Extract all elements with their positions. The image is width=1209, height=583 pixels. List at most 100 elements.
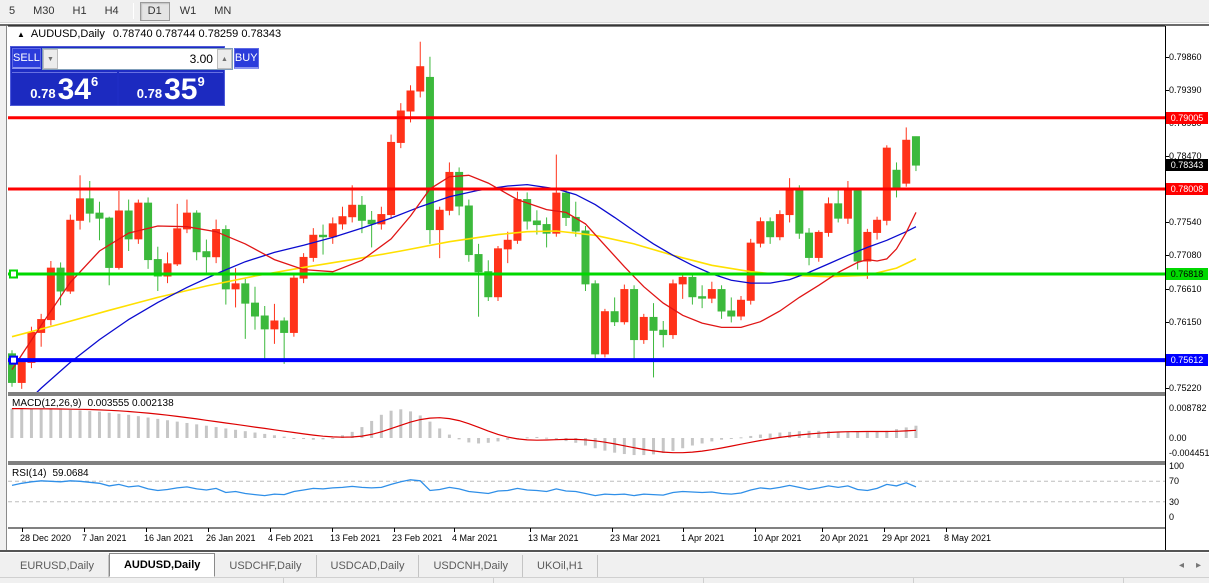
macd-histogram-bar bbox=[729, 438, 733, 439]
sell-button[interactable]: SELL bbox=[12, 48, 41, 69]
date-tick-label: 23 Feb 2021 bbox=[392, 533, 443, 543]
timeframe-button-h1[interactable]: H1 bbox=[72, 5, 87, 17]
macd-histogram-bar bbox=[545, 437, 549, 439]
price-axis[interactable]: 0.798600.793900.789300.784700.775400.770… bbox=[1166, 26, 1209, 550]
macd-histogram-bar bbox=[10, 408, 14, 438]
candle bbox=[17, 361, 26, 383]
candle bbox=[289, 277, 298, 333]
candle bbox=[542, 224, 551, 234]
date-tick-mark bbox=[755, 528, 756, 532]
chart-window-bottom-border bbox=[0, 550, 1209, 552]
macd-histogram-bar bbox=[720, 438, 724, 440]
timeframe-button-w1[interactable]: W1 bbox=[179, 5, 197, 17]
macd-histogram-bar bbox=[661, 438, 665, 454]
buy-button[interactable]: BUY bbox=[233, 48, 259, 69]
rsi-axis-label: 100 bbox=[1169, 461, 1185, 471]
date-tick-mark bbox=[332, 528, 333, 532]
price-tick-label: 0.76610 bbox=[1169, 283, 1202, 294]
candle bbox=[445, 171, 454, 211]
sell-price-big: 34 bbox=[57, 73, 91, 106]
macd-histogram-bar bbox=[865, 432, 869, 438]
candle bbox=[707, 289, 716, 299]
timeframe-button-m30[interactable]: M30 bbox=[33, 5, 55, 17]
timeframe-toolbar: 5 M30 H1 H4 D1 W1 MN bbox=[0, 0, 1209, 23]
macd-histogram-bar bbox=[447, 434, 451, 438]
volume-input[interactable] bbox=[57, 49, 217, 69]
status-strip-separator bbox=[913, 578, 914, 583]
chart-window-left-border bbox=[0, 26, 7, 550]
macd-histogram-bar bbox=[632, 438, 636, 456]
macd-values: 0.003555 0.002138 bbox=[87, 398, 174, 409]
macd-histogram-bar bbox=[583, 438, 587, 446]
candle bbox=[834, 203, 843, 219]
rsi-axis-label: 30 bbox=[1169, 496, 1180, 507]
chart-tab-usdcnh[interactable]: USDCNH,Daily bbox=[419, 555, 524, 577]
macd-histogram-bar bbox=[282, 436, 286, 438]
candle bbox=[280, 320, 289, 333]
candle bbox=[737, 299, 745, 317]
chart-tab-ukoil[interactable]: UKOil,H1 bbox=[523, 555, 598, 577]
date-tick-label: 13 Mar 2021 bbox=[528, 533, 579, 543]
chart-tab-usdchf[interactable]: USDCHF,Daily bbox=[215, 555, 317, 577]
price-tick-label: 0.77080 bbox=[1169, 250, 1202, 261]
price-tick-mark bbox=[1166, 90, 1169, 92]
collapse-panel-icon[interactable]: ▲ bbox=[17, 29, 25, 39]
candle bbox=[221, 229, 230, 290]
status-strip-separator bbox=[703, 578, 704, 583]
price-tick-mark bbox=[1166, 388, 1169, 390]
chart-window-top-border bbox=[0, 24, 1209, 26]
timeframe-button-5[interactable]: 5 bbox=[9, 5, 16, 17]
candle bbox=[202, 251, 211, 258]
candle bbox=[406, 90, 415, 112]
macd-histogram-bar bbox=[127, 414, 131, 438]
candle bbox=[902, 139, 911, 184]
sell-price-box[interactable]: 0.78 34 6 bbox=[12, 72, 117, 105]
line-anchor-marker[interactable] bbox=[9, 269, 18, 279]
macd-histogram-bar bbox=[29, 408, 33, 438]
chart-tab-usdcad[interactable]: USDCAD,Daily bbox=[316, 555, 420, 577]
candle bbox=[270, 320, 279, 330]
chart-tab-eurusd[interactable]: EURUSD,Daily bbox=[6, 555, 109, 577]
price-tick-mark bbox=[1166, 156, 1169, 157]
candle bbox=[882, 147, 891, 221]
timeframe-button-mn[interactable]: MN bbox=[214, 5, 232, 17]
price-tick-label: 0.78470 bbox=[1169, 151, 1202, 161]
macd-histogram-bar bbox=[826, 431, 830, 438]
macd-histogram-bar bbox=[253, 432, 257, 438]
candle bbox=[387, 141, 396, 216]
macd-histogram-bar bbox=[739, 437, 743, 439]
volume-decrease-button[interactable]: ▼ bbox=[42, 49, 58, 69]
price-level-badge: 0.78343 bbox=[1166, 159, 1208, 172]
macd-histogram-bar bbox=[107, 412, 111, 438]
buy-price-box[interactable]: 0.78 35 9 bbox=[118, 72, 223, 105]
macd-axis-label: 0.008782 bbox=[1169, 403, 1207, 414]
timeframe-button-d1[interactable]: D1 bbox=[139, 1, 170, 21]
candle bbox=[581, 230, 590, 285]
tab-scroll-right-icon[interactable]: ▸ bbox=[1195, 560, 1201, 571]
candle bbox=[338, 216, 347, 225]
timeframe-button-h4[interactable]: H4 bbox=[104, 5, 119, 17]
rsi-line bbox=[11, 479, 917, 497]
tab-scroll-left-icon[interactable]: ◂ bbox=[1178, 560, 1184, 571]
chart-tab-audusd[interactable]: AUDUSD,Daily bbox=[108, 553, 216, 577]
macd-histogram-bar bbox=[846, 431, 850, 438]
macd-histogram-bar bbox=[758, 434, 762, 438]
macd-histogram-bar bbox=[438, 428, 442, 438]
macd-histogram-bar bbox=[370, 420, 374, 438]
macd-histogram-bar bbox=[535, 436, 539, 438]
macd-histogram-bar bbox=[146, 417, 150, 438]
macd-histogram-bar bbox=[418, 415, 422, 438]
line-anchor-marker[interactable] bbox=[9, 355, 18, 365]
price-tick-label: 0.75220 bbox=[1169, 383, 1202, 394]
rsi-axis-label: 0 bbox=[1169, 512, 1175, 522]
macd-histogram-bar bbox=[506, 438, 510, 440]
macd-histogram-bar bbox=[136, 416, 140, 438]
volume-increase-button[interactable]: ▲ bbox=[216, 49, 232, 69]
candle bbox=[591, 283, 600, 355]
chart-ohlc-values: 0.78740 0.78744 0.78259 0.78343 bbox=[112, 28, 282, 40]
macd-histogram-bar bbox=[904, 427, 908, 438]
candle bbox=[639, 316, 648, 341]
candle bbox=[532, 220, 541, 226]
